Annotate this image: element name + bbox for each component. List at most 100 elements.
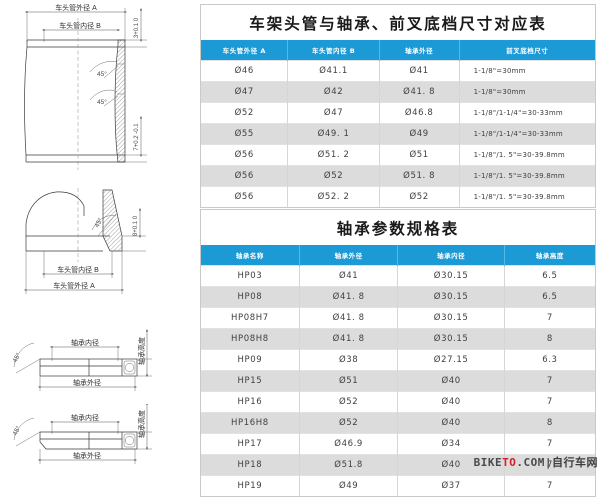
site-watermark: BIKETO.COM|自行车网 xyxy=(474,454,598,470)
table-row: HP16H8 Ø52 Ø40 8 xyxy=(201,412,595,434)
cell-head-inner-dia: Ø52. 2 xyxy=(287,186,380,207)
cell-bearing-name: HP17 xyxy=(201,433,300,455)
cell-bearing-outer-dia: Ø49 xyxy=(379,123,460,145)
label-angle-45-bottom: 45° xyxy=(97,98,107,106)
label-bearing-height: 轴承高度 xyxy=(137,337,146,365)
cell-bearing-name: HP08 xyxy=(201,286,300,308)
drawing-bearing-upper: 轴承内径 45° 轴承外径 轴承高度 xyxy=(0,325,196,401)
label-height-dim-bottom: 8+0.1 0 xyxy=(133,215,139,236)
label-angle-45-bottom-dwg: 45° xyxy=(93,216,105,229)
table-row: Ø55 Ø49. 1 Ø49 1-1/8"/1-1/4"=30-33mm xyxy=(201,123,595,145)
cell-bearing-height: 7 xyxy=(504,391,595,413)
drawing-head-tube-bottom: 45° 8+0.1 0 车头管内径 B 车头管外径 A xyxy=(0,186,196,311)
col-head-inner-dia: 车头管内径 B xyxy=(287,40,380,61)
cell-head-outer-dia: Ø47 xyxy=(201,81,289,103)
cell-bearing-inner: Ø30.15 xyxy=(397,307,505,329)
col-bearing-inner: 轴承内径 xyxy=(397,245,505,266)
table-title-frame-head: 车架头管与轴承、前叉底档尺寸对应表 xyxy=(201,5,595,40)
label-bearing-outer-dia: 轴承外径 xyxy=(73,378,101,387)
drawing-bearing-lower: 轴承内径 45° 轴承外径 轴承高度 xyxy=(0,404,196,476)
table-row: HP08H7 Ø41. 8 Ø30.15 7 xyxy=(201,307,595,329)
cell-bearing-inner: Ø40 xyxy=(397,391,505,413)
table-row: Ø56 Ø51. 2 Ø51 1-1/8"/1. 5"=30-39.8mm xyxy=(201,144,595,166)
label-angle-45-top: 45° xyxy=(97,70,107,78)
label-inner-dia-b-2: 车头管内径 B xyxy=(57,265,99,274)
cell-head-outer-dia: Ø56 xyxy=(201,144,289,166)
cell-bearing-outer-dia: Ø46.8 xyxy=(379,102,460,124)
cell-head-inner-dia: Ø47 xyxy=(287,102,380,124)
cell-bearing-outer: Ø41. 8 xyxy=(299,307,399,329)
cell-bearing-height: 8 xyxy=(504,412,595,434)
col-head-outer-dia: 车头管外径 A xyxy=(201,40,289,61)
table-row: HP15 Ø51 Ø40 7 xyxy=(201,370,595,392)
label-bearing-inner-dia-2: 轴承内径 xyxy=(71,413,99,422)
cell-bearing-name: HP08H8 xyxy=(201,328,300,350)
cell-bearing-inner: Ø30.15 xyxy=(397,328,505,350)
cell-bearing-name: HP09 xyxy=(201,349,300,371)
cell-bearing-name: HP16 xyxy=(201,391,300,413)
cell-fork-base-size: 1-1/8"=30mm xyxy=(459,81,595,103)
table-row: HP17 Ø46.9 Ø34 7 xyxy=(201,433,595,455)
watermark-prefix: BIKE xyxy=(473,456,503,469)
technical-drawings-panel: 车头管外径 A 车头管内径 B 45° 45 xyxy=(0,0,196,476)
cell-bearing-outer: Ø41 xyxy=(299,265,399,287)
table-row: HP16 Ø52 Ø40 7 xyxy=(201,391,595,413)
cell-bearing-name: HP16H8 xyxy=(201,412,300,434)
cell-head-outer-dia: Ø56 xyxy=(201,186,289,207)
col-bearing-outer-dia: 轴承外径 xyxy=(379,40,460,61)
col-bearing-height: 轴承高度 xyxy=(504,245,595,266)
cell-bearing-outer: Ø41. 8 xyxy=(299,328,399,350)
label-bearing-angle-45-2: 45° xyxy=(11,424,23,437)
table-row: Ø56 Ø52. 2 Ø52 1-1/8"/1. 5"=30-39.8mm xyxy=(201,186,595,207)
cell-bearing-outer: Ø52 xyxy=(299,412,399,434)
table-row: HP18 Ø51.8 Ø40 7 xyxy=(201,454,595,476)
label-bearing-inner-dia: 轴承内径 xyxy=(71,338,99,347)
cell-fork-base-size: 1-1/8"/1. 5"=30-39.8mm xyxy=(459,165,595,187)
cell-bearing-height: 7 xyxy=(504,454,595,476)
label-depth-dim-top: 7+0.2 -0.1 xyxy=(134,123,140,151)
cell-bearing-outer: Ø49 xyxy=(299,475,399,496)
cell-bearing-height: 6.5 xyxy=(504,286,595,308)
cell-bearing-height: 7 xyxy=(504,433,595,455)
cell-bearing-name: HP15 xyxy=(201,370,300,392)
cell-bearing-outer-dia: Ø41 xyxy=(379,60,460,82)
cell-bearing-height: 7 xyxy=(504,475,595,496)
cell-fork-base-size: 1-1/8"/1. 5"=30-39.8mm xyxy=(459,186,595,207)
cell-bearing-outer: Ø38 xyxy=(299,349,399,371)
cell-bearing-inner: Ø40 xyxy=(397,454,505,476)
cell-bearing-name: HP18 xyxy=(201,454,300,476)
label-inner-dia-b: 车头管内径 B xyxy=(59,21,101,30)
col-fork-base-size: 前叉底档尺寸 xyxy=(459,40,595,61)
cell-bearing-inner: Ø27.15 xyxy=(397,349,505,371)
cell-bearing-name: HP19 xyxy=(201,475,300,496)
cell-bearing-inner: Ø40 xyxy=(397,412,505,434)
table-row: HP09 Ø38 Ø27.15 6.3 xyxy=(201,349,595,371)
cell-bearing-inner: Ø37 xyxy=(397,475,505,496)
watermark-accent: TO xyxy=(502,456,517,469)
label-bearing-height-2: 轴承高度 xyxy=(137,410,146,438)
label-outer-dia-a-2: 车头管外径 A xyxy=(53,281,95,290)
cell-bearing-name: HP03 xyxy=(201,265,300,287)
cell-head-outer-dia: Ø46 xyxy=(201,60,289,82)
cell-bearing-outer-dia: Ø51 xyxy=(379,144,460,166)
cell-head-outer-dia: Ø56 xyxy=(201,165,289,187)
cell-bearing-outer: Ø52 xyxy=(299,391,399,413)
cell-fork-base-size: 1-1/8"=30mm xyxy=(459,60,595,82)
label-outer-dia-a: 车头管外径 A xyxy=(55,3,97,12)
cell-bearing-name: HP08H7 xyxy=(201,307,300,329)
label-bearing-outer-dia-2: 轴承外径 xyxy=(73,451,101,460)
watermark-chinese: 自行车网 xyxy=(552,456,598,469)
label-height-dim-top: 3+0.1 0 xyxy=(134,17,140,38)
cell-bearing-height: 7 xyxy=(504,307,595,329)
table-row: Ø52 Ø47 Ø46.8 1-1/8"/1-1/4"=30-33mm xyxy=(201,102,595,124)
label-bearing-angle-45: 45° xyxy=(11,351,23,364)
cell-head-inner-dia: Ø42 xyxy=(287,81,380,103)
cell-fork-base-size: 1-1/8"/1-1/4"=30-33mm xyxy=(459,102,595,124)
table-row: HP03 Ø41 Ø30.15 6.5 xyxy=(201,265,595,287)
table-row: HP08 Ø41. 8 Ø30.15 6.5 xyxy=(201,286,595,308)
col-bearing-outer: 轴承外径 xyxy=(299,245,399,266)
frame-head-table-body: Ø46 Ø41.1 Ø41 1-1/8"=30mm Ø47 Ø42 Ø41. 8… xyxy=(201,60,595,207)
table-title-bearing: 轴承参数规格表 xyxy=(201,210,595,245)
cell-bearing-inner: Ø34 xyxy=(397,433,505,455)
watermark-suffix: .COM xyxy=(516,456,545,469)
